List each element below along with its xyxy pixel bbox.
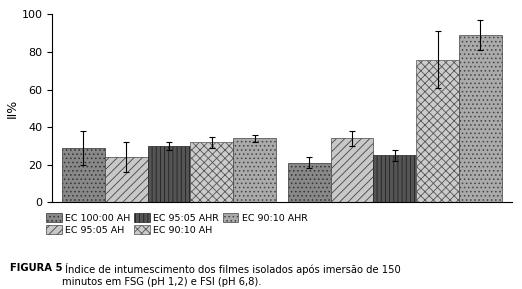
Bar xyxy=(416,60,459,202)
Bar xyxy=(191,142,233,202)
Bar xyxy=(330,138,373,202)
Bar xyxy=(148,146,191,202)
Bar xyxy=(288,163,330,202)
Legend: EC 100:00 AH, EC 95:05 AH, EC 95:05 AHR, EC 90:10 AH, EC 90:10 AHR: EC 100:00 AH, EC 95:05 AH, EC 95:05 AHR,… xyxy=(46,213,307,235)
Bar xyxy=(373,155,416,202)
Bar xyxy=(62,148,105,202)
Text: FIGURA 5: FIGURA 5 xyxy=(10,263,63,273)
Text: Índice de intumescimento dos filmes isolados após imersão de 150
minutos em FSG : Índice de intumescimento dos filmes isol… xyxy=(62,263,400,287)
Bar xyxy=(459,35,502,202)
Y-axis label: II%: II% xyxy=(6,99,19,118)
Bar xyxy=(233,138,276,202)
Bar xyxy=(105,157,148,202)
